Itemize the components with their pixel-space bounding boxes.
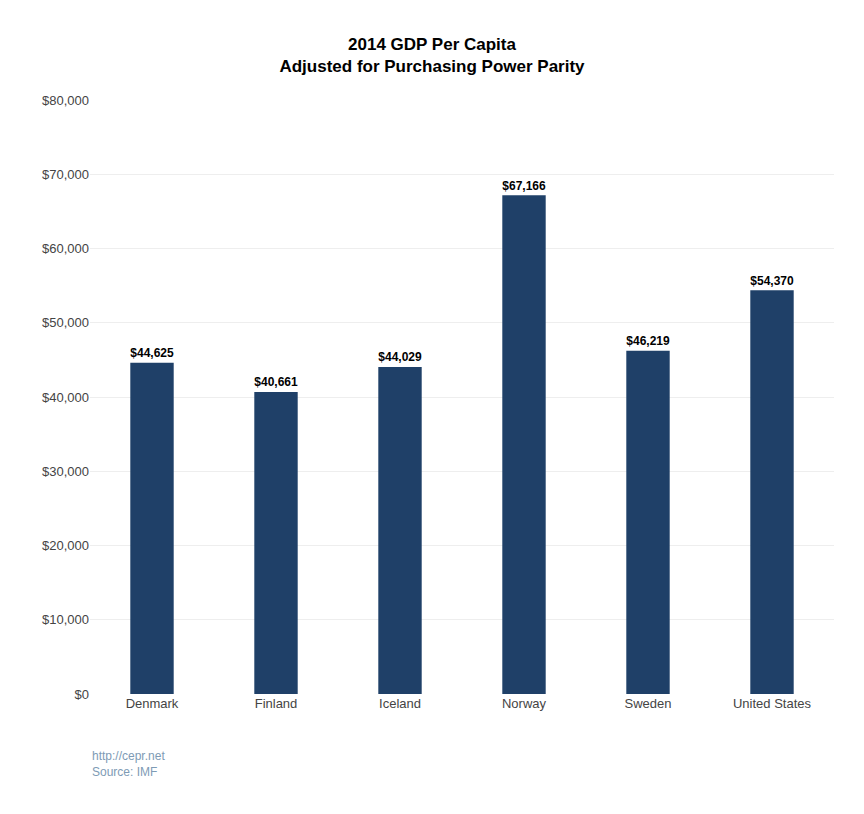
- svg-text:$40,000: $40,000: [42, 390, 89, 405]
- svg-text:$54,370: $54,370: [750, 274, 794, 288]
- svg-text:$10,000: $10,000: [42, 612, 89, 627]
- svg-text:$44,029: $44,029: [378, 350, 422, 364]
- svg-text:Norway: Norway: [502, 696, 547, 711]
- svg-text:$0: $0: [75, 687, 89, 702]
- svg-text:United States: United States: [733, 696, 812, 711]
- svg-text:Iceland: Iceland: [379, 696, 421, 711]
- svg-text:http://cepr.netSource: IMF: http://cepr.netSource: IMF: [92, 749, 165, 779]
- svg-text:$60,000: $60,000: [42, 241, 89, 256]
- svg-text:$80,000: $80,000: [42, 93, 89, 108]
- svg-text:$67,166: $67,166: [502, 179, 546, 193]
- svg-text:$46,219: $46,219: [626, 334, 670, 348]
- svg-text:Denmark: Denmark: [126, 696, 179, 711]
- svg-text:$40,661: $40,661: [254, 375, 298, 389]
- svg-text:$44,625: $44,625: [130, 346, 174, 360]
- svg-text:Sweden: Sweden: [625, 696, 672, 711]
- svg-text:2014 GDP Per CapitaAdjusted fo: 2014 GDP Per CapitaAdjusted for Purchasi…: [279, 35, 585, 76]
- svg-text:$30,000: $30,000: [42, 464, 89, 479]
- svg-text:Finland: Finland: [255, 696, 298, 711]
- svg-text:$70,000: $70,000: [42, 167, 89, 182]
- svg-text:$20,000: $20,000: [42, 538, 89, 553]
- svg-text:$50,000: $50,000: [42, 315, 89, 330]
